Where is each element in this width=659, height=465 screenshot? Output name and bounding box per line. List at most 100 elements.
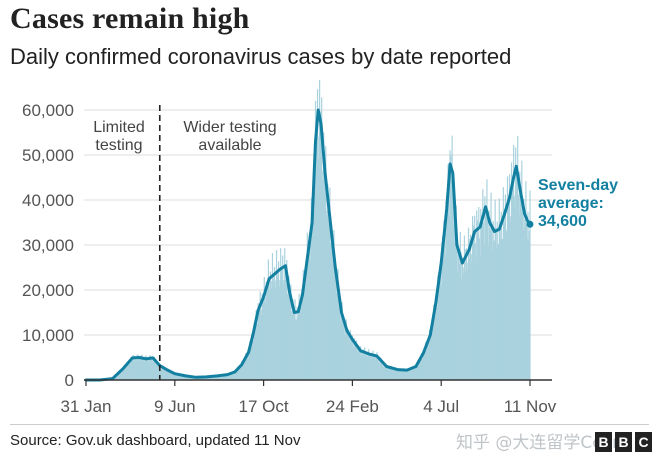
daily-bar: [391, 370, 393, 380]
daily-bar: [411, 366, 413, 380]
daily-bar: [245, 352, 247, 380]
daily-bar: [182, 375, 184, 380]
daily-bar: [496, 221, 498, 380]
daily-bar: [386, 365, 388, 380]
daily-bar: [463, 235, 466, 380]
daily-bar: [120, 369, 123, 380]
daily-bar: [428, 343, 430, 380]
daily-bar: [439, 265, 441, 380]
daily-bar: [166, 370, 168, 380]
daily-bar: [459, 264, 461, 380]
daily-bar: [151, 358, 153, 380]
bbc-logo: B B C: [595, 432, 652, 452]
daily-bar: [389, 368, 391, 380]
daily-bar: [227, 374, 229, 380]
daily-bar: [478, 238, 481, 380]
daily-bar: [153, 356, 155, 380]
x-tick-label: 31 Jan: [60, 397, 111, 416]
daily-bar: [265, 281, 267, 380]
daily-bar: [121, 371, 123, 380]
daily-bar: [364, 356, 366, 380]
daily-bar: [514, 206, 516, 380]
daily-bar: [526, 238, 528, 380]
daily-bar: [243, 359, 245, 380]
daily-bar: [237, 368, 239, 380]
daily-bar: [500, 211, 502, 380]
seven-day-label-line-1: Seven-day: [538, 177, 618, 194]
daily-bar: [497, 243, 500, 380]
daily-bar: [405, 370, 407, 380]
daily-bar: [487, 218, 489, 380]
daily-bar: [238, 369, 240, 380]
daily-bar: [185, 376, 187, 380]
daily-bar: [303, 289, 305, 380]
y-tick-label: 30,000: [22, 236, 74, 255]
daily-bar: [224, 374, 226, 380]
daily-bar: [342, 318, 345, 380]
daily-bar: [476, 220, 479, 380]
daily-bar: [385, 364, 388, 380]
daily-bar: [463, 273, 465, 380]
daily-bar: [275, 280, 277, 380]
daily-bar: [288, 294, 291, 380]
daily-bar: [312, 174, 315, 380]
daily-bar: [453, 188, 455, 380]
daily-bar: [259, 291, 261, 380]
daily-bar: [516, 171, 518, 380]
source-note: Source: Gov.uk dashboard, updated 11 Nov: [10, 432, 301, 449]
daily-bar: [221, 375, 223, 380]
daily-bar: [335, 267, 337, 380]
daily-bar: [241, 362, 244, 380]
daily-bar: [314, 100, 317, 380]
daily-bar: [230, 374, 232, 380]
daily-bar: [263, 297, 265, 380]
y-tick-label: 40,000: [22, 191, 74, 210]
daily-bar: [177, 374, 179, 380]
daily-bar: [476, 210, 478, 380]
daily-bar: [116, 374, 118, 380]
daily-bar: [350, 339, 352, 380]
daily-bar: [211, 376, 213, 380]
daily-bar: [185, 375, 188, 380]
daily-bar: [489, 231, 491, 380]
daily-bar: [438, 287, 440, 380]
daily-bar: [443, 220, 445, 380]
daily-bar: [140, 354, 142, 380]
daily-bar: [491, 251, 494, 380]
latest-average-marker: [526, 220, 534, 228]
daily-bar: [207, 377, 209, 380]
daily-bar: [449, 150, 451, 380]
daily-bar: [124, 365, 126, 380]
daily-bar: [521, 211, 524, 380]
daily-bar: [371, 353, 373, 380]
daily-bar: [349, 329, 351, 380]
daily-bar: [498, 198, 500, 380]
daily-bar: [518, 214, 520, 380]
daily-bar: [282, 284, 285, 380]
daily-bar: [219, 375, 222, 380]
daily-bar: [503, 208, 505, 380]
daily-bar: [144, 362, 146, 380]
daily-bar: [274, 287, 276, 380]
daily-bar: [441, 236, 444, 380]
daily-bar: [376, 352, 378, 380]
daily-bar: [129, 359, 131, 380]
chart-title: Cases remain high: [10, 2, 250, 35]
daily-bar: [135, 356, 137, 380]
daily-bar: [368, 349, 370, 380]
daily-bar: [316, 89, 319, 380]
daily-bar: [255, 310, 257, 380]
daily-bar: [362, 350, 364, 380]
daily-bar: [205, 377, 207, 380]
daily-bar: [282, 255, 284, 380]
daily-bar: [306, 265, 308, 380]
daily-bar: [172, 371, 174, 380]
daily-bar: [291, 314, 293, 380]
daily-bar: [186, 376, 188, 380]
daily-bar: [445, 201, 447, 380]
daily-bar: [133, 355, 135, 380]
daily-bar: [188, 376, 190, 380]
watermark: 知乎 @大连留学Colin: [456, 433, 623, 453]
daily-bar: [477, 235, 479, 380]
daily-bar: [257, 302, 259, 380]
